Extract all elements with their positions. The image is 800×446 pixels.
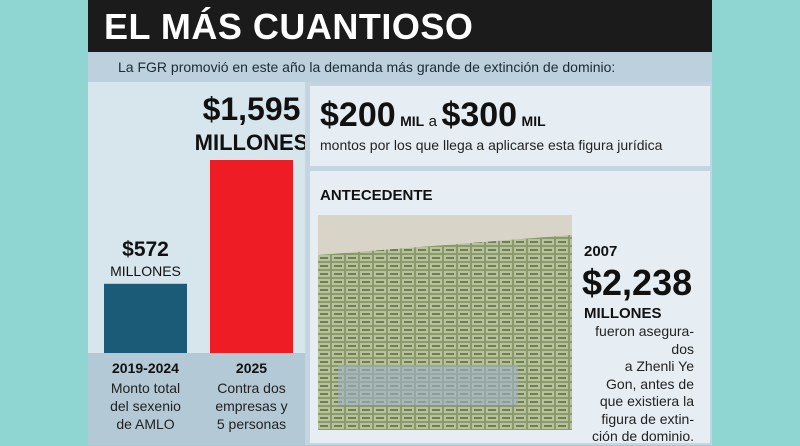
bar [210, 160, 293, 353]
category-description: de AMLO [116, 416, 174, 432]
value-label: $572 [122, 238, 169, 261]
range-caption: montos por los que llega a aplicarse est… [320, 137, 663, 153]
category-description: empresas y [215, 398, 287, 414]
title-bar [88, 0, 712, 52]
antecedent-line: Gon, antes de [606, 375, 694, 392]
antecedent-line: fueron asegura- [595, 323, 694, 339]
category-label: 2025 [236, 360, 267, 376]
value-label: $1,595 [203, 91, 301, 127]
bar [104, 283, 187, 353]
antecedent-year: 2007 [584, 243, 618, 260]
range-unit: MIL [521, 113, 546, 129]
unit-label: MILLONES [195, 130, 305, 155]
category-label: 2019-2024 [112, 360, 179, 376]
category-description: Contra dos [217, 380, 285, 396]
range-to: $300 [441, 96, 518, 134]
antecedent-unit: MILLONES [584, 305, 662, 322]
antecedent-line: que existiera la [599, 393, 694, 409]
antecedent-line: a Zhenli Ye [624, 358, 694, 374]
title: EL MÁS CUANTIOSO [104, 6, 474, 47]
unit-label: MILLONES [110, 263, 181, 279]
subtitle-band [88, 52, 712, 82]
range-unit: MIL [400, 113, 425, 129]
antecedent-line: dos [671, 340, 694, 357]
label-band [88, 353, 305, 445]
category-description: 5 personas [217, 416, 286, 432]
antecedent-heading: ANTECEDENTE [320, 187, 433, 204]
antecedent-line: figura de extin- [601, 410, 694, 427]
bar-chart: $572 MILLONES 2019-2024 Monto total del sexe… [104, 91, 305, 432]
photo [318, 215, 572, 430]
range-box [310, 86, 710, 166]
range: $200 MIL a $300 MIL [320, 96, 546, 135]
antecedent-line: ción de dominio. [592, 428, 694, 444]
subtitle: La FGR promovió en este año la demanda m… [118, 59, 616, 75]
category-description: del sexenio [110, 398, 181, 414]
antecedent-amount: $2,238 [582, 262, 693, 303]
antecedent-text: fueron asegura-dos a Zhenli Ye Gon, antes … [578, 323, 694, 446]
range-joiner: a [428, 113, 437, 130]
category-description: Monto total [111, 380, 180, 396]
range-from: $200 [320, 96, 396, 134]
